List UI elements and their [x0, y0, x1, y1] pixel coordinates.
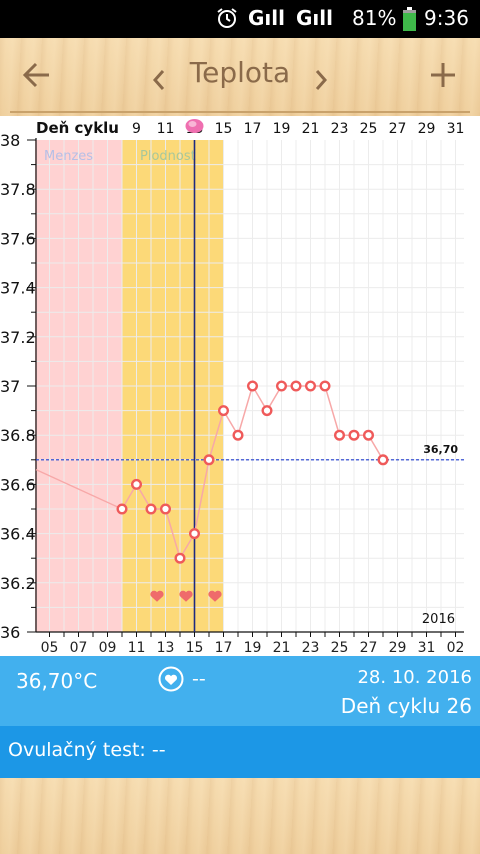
x-date-label: 31: [418, 640, 436, 656]
heart-circle-icon[interactable]: [158, 666, 184, 692]
signal-2: Gıll: [296, 6, 333, 30]
temperature-point: [290, 380, 302, 392]
cycle-day-label: 31: [447, 121, 465, 137]
y-tick-label: 36.2: [0, 574, 36, 593]
y-tick-label: 37.6: [0, 229, 36, 248]
temperature-point: [348, 429, 360, 441]
y-tick-label: 37.2: [0, 328, 36, 347]
temperature-point: [174, 552, 186, 564]
cycle-day-label: 11: [157, 121, 175, 137]
entry-date: 28. 10. 2016: [357, 667, 472, 688]
y-tick-label: 38: [0, 131, 20, 150]
cycle-day-label: 27: [389, 121, 407, 137]
fertile-label: Plodnosť: [140, 149, 196, 164]
temperature-chart[interactable]: Menzes Plodnosť 36 36.2 36.4 36.6 36.8 37 37.2 37…: [0, 116, 480, 656]
menses-label: Menzes: [44, 149, 93, 164]
add-button[interactable]: [428, 60, 458, 96]
y-tick-label: 36.6: [0, 475, 36, 494]
battery-percent: 81%: [352, 6, 397, 30]
y-tick-label: 37.8: [0, 180, 36, 199]
plus-icon: [431, 63, 455, 87]
temperature-point: [145, 503, 157, 515]
x-date-label: 11: [128, 640, 146, 656]
arrow-left-icon: [22, 62, 49, 88]
status-bar: Gıll Gıll 81% 9:36: [0, 0, 480, 38]
temperature-point: [203, 454, 215, 466]
cycle-day-label: 17: [244, 121, 262, 137]
temperature-point: [217, 405, 229, 417]
heart-value: --: [192, 668, 206, 690]
y-tick-label: 36: [0, 623, 20, 642]
alarm-icon: [216, 7, 237, 28]
current-temperature: 36,70°C: [16, 669, 98, 693]
temperature-point: [130, 478, 142, 490]
temperature-point: [363, 429, 375, 441]
temperature-point: [261, 405, 273, 417]
cycle-day-label: 15: [215, 121, 233, 137]
x-date-label: 02: [447, 640, 465, 656]
temperature-point: [159, 503, 171, 515]
ovulation-panel[interactable]: Ovulačný test: --: [0, 726, 480, 778]
x-date-label: 29: [389, 640, 407, 656]
temperature-point: [377, 454, 389, 466]
heart-icon: [150, 590, 164, 602]
temperature-point: [319, 380, 331, 392]
x-date-label: 17: [215, 640, 233, 656]
coverline-label: 36,70: [423, 443, 458, 456]
chart-svg: Menzes Plodnosť 36 36.2 36.4 36.6 36.8 37 37.2 37…: [0, 119, 465, 656]
x-date-label: 25: [331, 640, 349, 656]
ovulation-test-label: Ovulačný test: --: [8, 739, 166, 761]
y-tick-label: 37: [0, 377, 20, 396]
cycle-day-label: 23: [331, 121, 349, 137]
heart-icon: [208, 590, 222, 602]
temperature-point: [116, 503, 128, 515]
next-period-button[interactable]: [312, 64, 330, 98]
x-date-label: 23: [302, 640, 320, 656]
y-tick-label: 37.4: [0, 279, 36, 298]
back-button[interactable]: [22, 60, 52, 96]
battery-icon: [403, 7, 416, 31]
x-date-label: 09: [99, 640, 117, 656]
top-bar: Teplota: [0, 38, 480, 116]
x-date-label: 21: [273, 640, 291, 656]
page-title: Teplota: [189, 56, 291, 89]
temperature-point: [334, 429, 346, 441]
year-label: 2016: [422, 612, 455, 627]
x-date-label: 27: [360, 640, 378, 656]
chevron-left-icon: [152, 70, 165, 90]
temperature-point: [232, 429, 244, 441]
temperature-point: [188, 528, 200, 540]
cycle-day-axis-title: Deň cyklu: [36, 119, 119, 137]
cycle-day-label: 19: [273, 121, 291, 137]
info-panel[interactable]: 36,70°C -- 28. 10. 2016 Deň cyklu 26: [0, 656, 480, 726]
temperature-point: [305, 380, 317, 392]
x-date-label: 13: [157, 640, 175, 656]
x-date-label: 07: [70, 640, 88, 656]
x-date-label: 19: [244, 640, 262, 656]
temperature-point: [276, 380, 288, 392]
cycle-day-label: 25: [360, 121, 378, 137]
cycle-day-label: 9: [132, 121, 141, 137]
heart-icon: [179, 590, 193, 602]
temperature-point: [246, 380, 258, 392]
bottom-bar: [0, 778, 480, 854]
current-day-drop-highlight: [188, 121, 197, 127]
header-divider: [10, 111, 470, 113]
signal-1: Gıll: [248, 6, 285, 30]
clock: 9:36: [424, 6, 469, 30]
x-date-label: 15: [186, 640, 204, 656]
chevron-right-icon: [315, 70, 328, 90]
x-date-label: 05: [41, 640, 59, 656]
series-lead-in: [35, 469, 123, 510]
y-tick-label: 36.8: [0, 426, 36, 445]
y-tick-label: 36.4: [0, 525, 36, 544]
cycle-day-label: 21: [302, 121, 320, 137]
cycle-day-info: Deň cyklu 26: [340, 694, 472, 718]
prev-period-button[interactable]: [150, 64, 168, 98]
cycle-day-label: 29: [418, 121, 436, 137]
